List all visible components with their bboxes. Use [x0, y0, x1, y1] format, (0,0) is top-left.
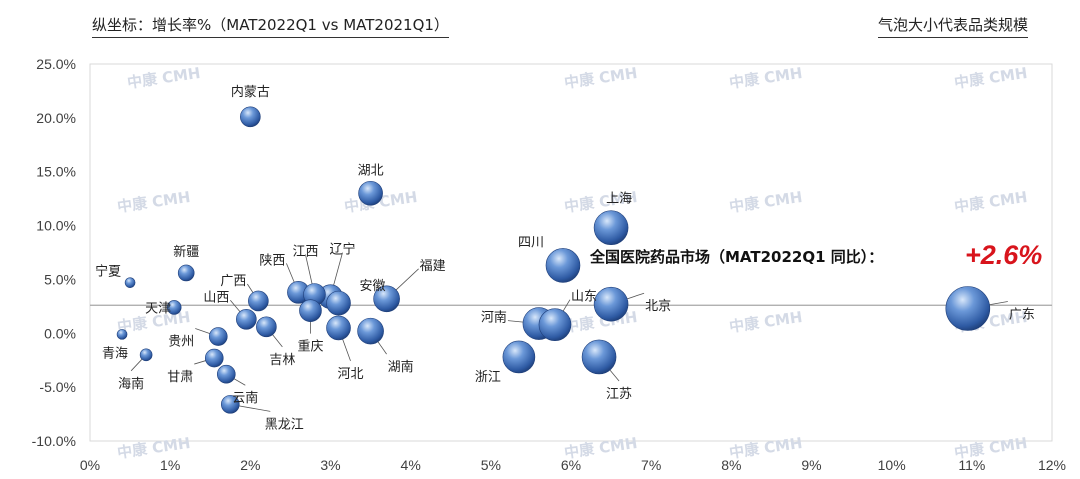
bubble: [326, 315, 351, 341]
bubble-label: 内蒙古: [231, 84, 270, 100]
x-tick-label: 6%: [561, 457, 581, 473]
bubble-label: 辽宁: [329, 242, 355, 258]
national-market-growth-value: +2.6%: [965, 240, 1042, 270]
bubble-label: 贵州: [168, 335, 194, 350]
bubble-label: 重庆: [297, 339, 323, 355]
bubble-label: 北京: [645, 299, 671, 314]
bubble-label: 山西: [203, 290, 229, 305]
bubble: [240, 106, 261, 128]
x-tick-label: 12%: [1038, 457, 1066, 473]
bubble-label: 江西: [292, 245, 318, 260]
bubble-label: 黑龙江: [265, 417, 304, 432]
y-axis-title: 纵坐标：增长率%（MAT2022Q1 vs MAT2021Q1）: [92, 14, 449, 38]
x-tick-label: 10%: [878, 457, 906, 473]
bubble-label: 云南: [232, 390, 258, 406]
bubble: [216, 364, 236, 384]
bubble-label: 青海: [102, 346, 128, 361]
y-tick-label: 20.0%: [36, 110, 76, 126]
y-tick-label: -10.0%: [32, 433, 76, 449]
x-tick-label: 3%: [320, 457, 340, 473]
bubble: [256, 316, 277, 338]
x-tick-label: 2%: [240, 457, 260, 473]
bubble: [945, 286, 991, 331]
y-tick-label: 5.0%: [44, 271, 76, 287]
bubble: [593, 210, 629, 246]
bubble-label: 江苏: [606, 386, 632, 402]
bubble: [116, 329, 128, 340]
y-tick-label: 0.0%: [44, 325, 76, 341]
bubble-label: 海南: [118, 376, 144, 392]
bubble-label: 福建: [420, 259, 446, 274]
bubble-size-note: 气泡大小代表品类规模: [877, 14, 1028, 38]
bubble: [139, 348, 153, 362]
bubbles: [116, 106, 991, 414]
y-tick-label: -5.0%: [39, 379, 76, 395]
x-tick-label: 9%: [801, 457, 821, 473]
bubble-label: 宁夏: [95, 264, 121, 280]
bubble: [208, 327, 228, 346]
bubble: [373, 285, 400, 313]
bubble-label: 湖北: [358, 163, 384, 178]
bubble-label: 河北: [338, 367, 364, 382]
bubble: [357, 317, 384, 345]
bubble: [502, 340, 536, 374]
x-tick-label: 11%: [958, 457, 985, 473]
y-tick-label: 15.0%: [36, 164, 76, 180]
bubble-label: 四川: [518, 235, 544, 250]
bubble-label: 甘肃: [167, 370, 193, 385]
bubble-label: 安徽: [360, 279, 386, 294]
national-market-annotation: 全国医院药品市场（MAT2022Q1 同比）：: [589, 248, 883, 266]
x-tick-label: 0%: [80, 457, 100, 473]
y-tick-label: 25.0%: [36, 56, 76, 72]
x-tick-label: 4%: [401, 457, 421, 473]
x-axis-ticks: 0% 1% 2% 3% 4% 5% 6% 7% 8% 9% 10% 11% 12%: [80, 457, 1066, 473]
y-axis-ticks: 25.0% 20.0% 15.0% 10.0% 5.0% 0.0% -5.0% -10.0%: [32, 56, 76, 449]
bubble: [166, 300, 182, 315]
bubble-label: 上海: [606, 192, 632, 207]
bubble-label: 新疆: [173, 244, 199, 260]
bubble: [248, 290, 269, 312]
bubble: [177, 264, 195, 282]
x-tick-label: 8%: [721, 457, 741, 473]
x-tick-label: 1%: [160, 457, 180, 473]
bubble: [326, 290, 351, 316]
bubble-label: 浙江: [475, 370, 501, 385]
bubble-label: 天津: [145, 301, 171, 316]
bubble-label: 广东: [1009, 308, 1035, 323]
bubble-label: 陕西: [259, 253, 285, 268]
x-tick-label: 7%: [641, 457, 661, 473]
bubble: [593, 286, 629, 322]
bubble-label: 广西: [220, 274, 246, 289]
bubble: [204, 348, 224, 368]
bubble: [220, 395, 240, 414]
bubble-label: 吉林: [269, 353, 295, 368]
bubble: [299, 299, 322, 322]
bubble: [124, 277, 136, 288]
bubble: [358, 180, 383, 206]
bubble-label: 河南: [481, 310, 507, 326]
bubble-label: 湖南: [388, 359, 414, 375]
x-tick-label: 5%: [481, 457, 501, 473]
bubble-label: 山东: [571, 290, 597, 305]
bubble: [545, 248, 581, 283]
bubble: [538, 308, 572, 341]
y-tick-label: 10.0%: [36, 218, 76, 234]
bubble: [236, 308, 257, 330]
bubble: [581, 339, 617, 375]
